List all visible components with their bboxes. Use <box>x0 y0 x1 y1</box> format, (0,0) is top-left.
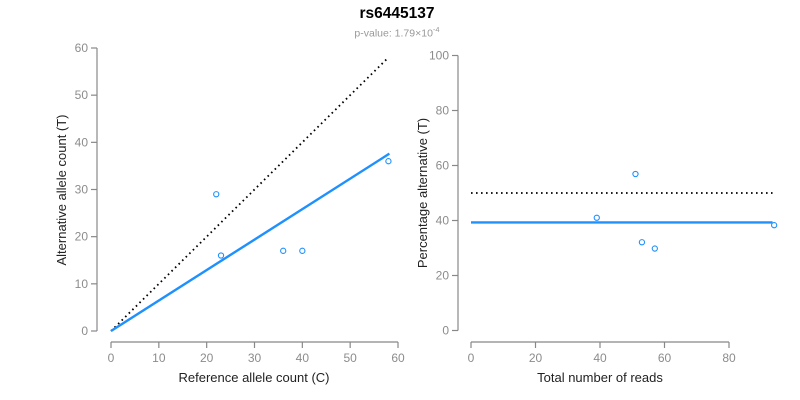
data-point <box>651 245 658 252</box>
data-point <box>299 247 306 254</box>
subtitle-text: p-value: 1.79×10 <box>354 27 433 40</box>
y-tick-label: 30 <box>75 183 89 197</box>
y-tick-label: 60 <box>436 159 450 173</box>
page-title: rs6445137 <box>359 5 435 22</box>
y-tick-label: 80 <box>436 104 450 118</box>
subtitle-exponent: -4 <box>432 25 440 34</box>
x-tick-label: 40 <box>296 351 310 365</box>
y-tick-label: 40 <box>75 135 89 149</box>
y-tick-label: 40 <box>436 214 450 228</box>
x-tick-label: 40 <box>593 351 607 365</box>
subtitle-pvalue: p-value: 1.79×10-4 <box>0 25 794 40</box>
y-axis-title: Alternative allele count (T) <box>54 114 69 265</box>
y-tick-label: 50 <box>75 88 89 102</box>
y-tick-label: 20 <box>75 230 89 244</box>
x-axis-title: Total number of reads <box>537 370 663 385</box>
y-tick-label: 0 <box>81 324 88 338</box>
x-axis-title: Reference allele count (C) <box>178 370 329 385</box>
x-tick-label: 10 <box>152 351 166 365</box>
x-tick-label: 60 <box>391 351 405 365</box>
x-tick-label: 50 <box>343 351 357 365</box>
y-tick-label: 60 <box>75 41 89 55</box>
x-tick-label: 60 <box>658 351 672 365</box>
y-tick-label: 20 <box>436 269 450 283</box>
data-point <box>593 214 600 221</box>
data-point <box>771 222 778 229</box>
x-tick-label: 30 <box>248 351 262 365</box>
data-point <box>632 170 639 178</box>
y-tick-label: 100 <box>429 49 449 63</box>
x-tick-label: 80 <box>722 351 736 365</box>
data-point <box>217 252 225 259</box>
y-tick-label: 10 <box>75 277 89 291</box>
fit-line <box>110 152 391 333</box>
x-tick-label: 20 <box>200 351 214 365</box>
x-tick-label: 20 <box>529 351 543 365</box>
data-point <box>385 158 392 165</box>
identity-line <box>110 56 390 332</box>
data-point <box>280 247 287 254</box>
y-axis-title: Percentage alternative (T) <box>415 118 430 268</box>
data-point <box>638 239 646 246</box>
x-tick-label: 0 <box>468 351 475 365</box>
data-point <box>213 191 220 198</box>
x-tick-label: 0 <box>108 351 115 365</box>
y-tick-label: 0 <box>442 324 449 338</box>
